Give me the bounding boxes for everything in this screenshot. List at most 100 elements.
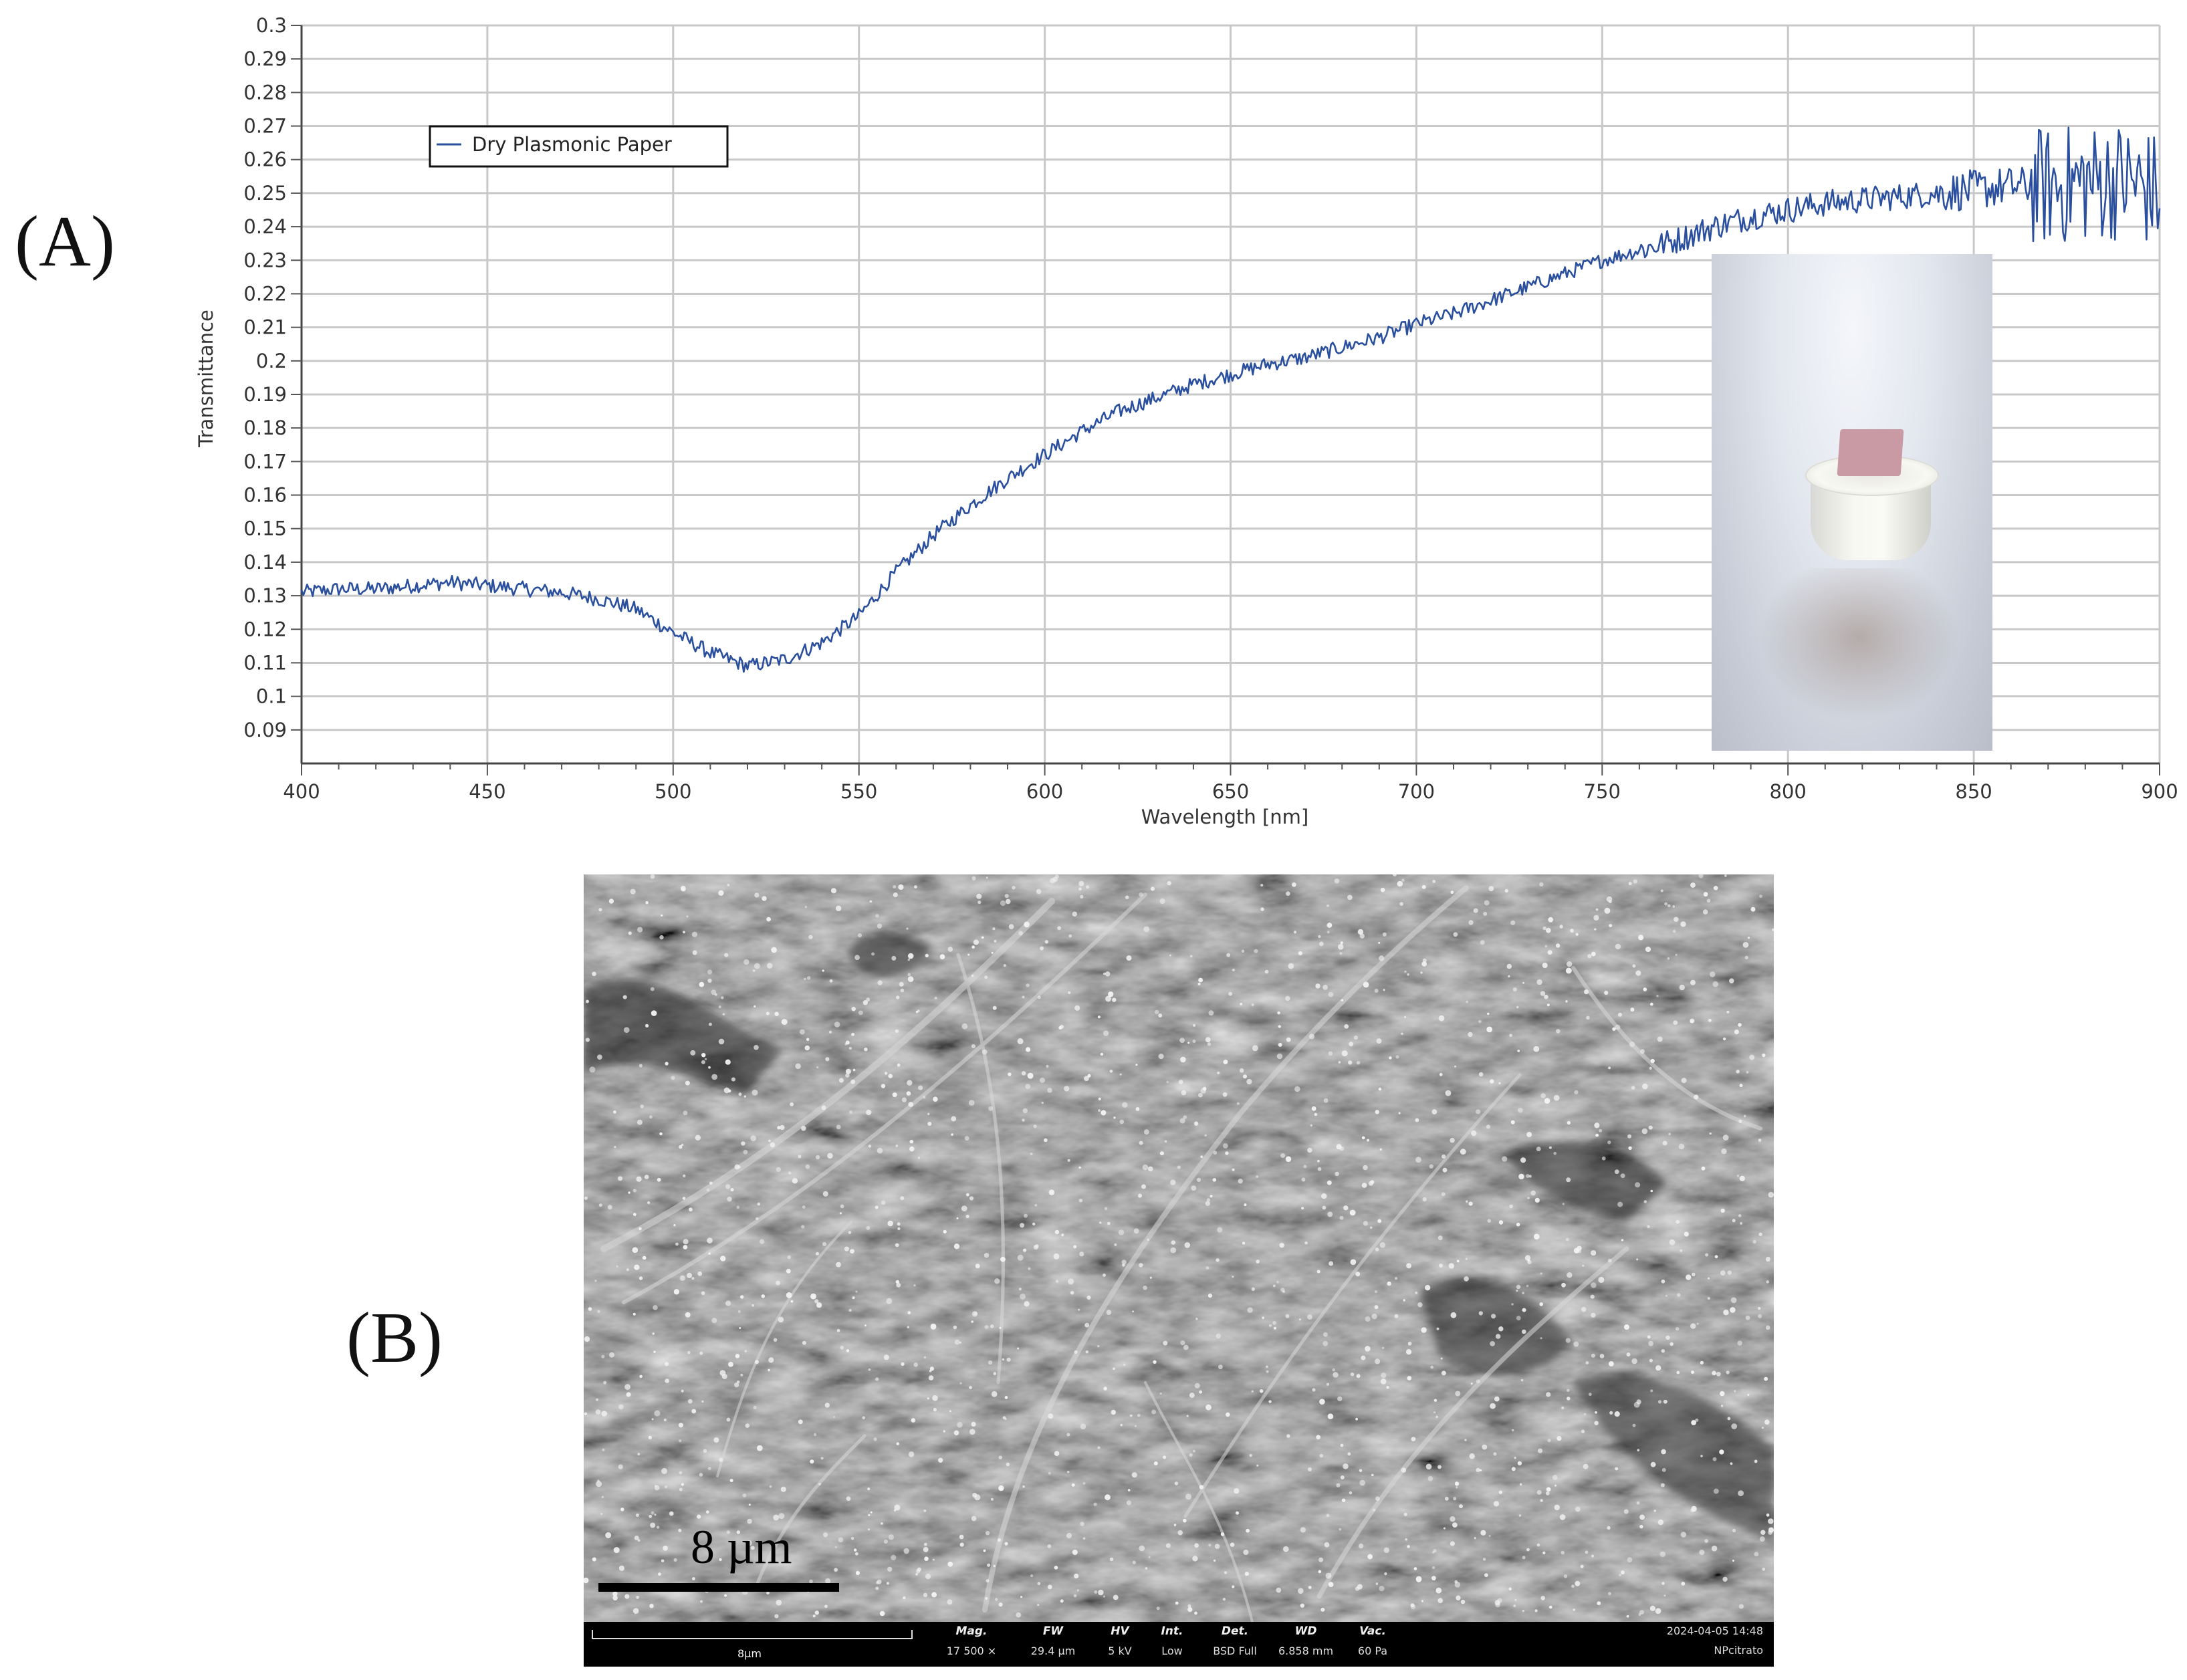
nanoparticle-dot xyxy=(1454,1582,1461,1588)
nanoparticle-dot xyxy=(1349,1491,1353,1495)
nanoparticle-dot xyxy=(1415,1157,1421,1163)
nanoparticle-dot xyxy=(1524,1255,1531,1261)
nanoparticle-dot xyxy=(969,1196,974,1201)
nanoparticle-dot xyxy=(614,1146,616,1149)
nanoparticle-dot xyxy=(1614,1411,1620,1417)
nanoparticle-dot xyxy=(1026,1047,1031,1052)
nanoparticle-dot xyxy=(1159,1393,1162,1395)
nanoparticle-dot xyxy=(1163,1340,1168,1346)
nanoparticle-dot xyxy=(924,1556,929,1561)
nanoparticle-dot xyxy=(868,1368,871,1371)
nanoparticle-dot xyxy=(806,1038,810,1041)
nanoparticle-dot xyxy=(938,1457,943,1463)
nanoparticle-dot xyxy=(1205,1037,1211,1043)
nanoparticle-dot xyxy=(849,1110,852,1114)
nanoparticle-dot xyxy=(845,1068,851,1074)
info-col-int: Int. Low xyxy=(1125,1625,1219,1657)
nanoparticle-dot xyxy=(1316,1270,1320,1274)
nanoparticle-dot xyxy=(1425,1285,1431,1291)
nanoparticle-dot xyxy=(1109,1557,1114,1562)
nanoparticle-dot xyxy=(1365,1316,1371,1322)
nanoparticle-dot xyxy=(1665,1335,1670,1340)
nanoparticle-dot xyxy=(1053,1253,1060,1259)
nanoparticle-dot xyxy=(1650,1058,1655,1064)
nanoparticle-dot xyxy=(584,1336,590,1342)
nanoparticle-dot xyxy=(1609,1411,1613,1415)
nanoparticle-dot xyxy=(1737,1340,1742,1346)
nanoparticle-dot xyxy=(1540,1272,1542,1275)
sem-scale-bar xyxy=(598,1583,839,1592)
info-fw-head: FW xyxy=(1042,1625,1064,1638)
nanoparticle-dot xyxy=(1047,1088,1052,1093)
nanoparticle-dot xyxy=(1192,1040,1196,1044)
nanoparticle-dot xyxy=(1720,1391,1725,1397)
nanoparticle-dot xyxy=(1575,1580,1581,1586)
nanoparticle-dot xyxy=(1542,1551,1546,1554)
nanoparticle-dot xyxy=(1244,1203,1247,1207)
nanoparticle-dot xyxy=(855,1570,860,1576)
nanoparticle-dot xyxy=(836,1328,840,1332)
y-tick-label: 0.27 xyxy=(243,115,287,138)
nanoparticle-dot xyxy=(767,963,773,969)
nanoparticle-dot xyxy=(701,1053,706,1058)
nanoparticle-dot xyxy=(743,959,750,965)
nanoparticle-dot xyxy=(869,900,873,903)
nanoparticle-dot xyxy=(1643,1200,1647,1203)
nanoparticle-dot xyxy=(707,1467,711,1471)
nanoparticle-dot xyxy=(897,1227,901,1231)
nanoparticle-dot xyxy=(1540,991,1546,996)
nanoparticle-dot xyxy=(1375,1247,1379,1251)
nanoparticle-dot xyxy=(1193,1449,1195,1453)
nanoparticle-dot xyxy=(825,1578,831,1584)
nanoparticle-dot xyxy=(1061,1233,1064,1237)
nanoparticle-dot xyxy=(742,1493,747,1497)
nanoparticle-dot xyxy=(1339,1215,1344,1220)
nanoparticle-dot xyxy=(1598,1276,1605,1283)
nanoparticle-dot xyxy=(1319,1453,1324,1458)
nanoparticle-dot xyxy=(1632,964,1636,968)
nanoparticle-dot xyxy=(669,1511,674,1516)
nanoparticle-dot xyxy=(1328,1582,1334,1587)
nanoparticle-dot xyxy=(1442,1154,1446,1159)
nanoparticle-dot xyxy=(953,1325,957,1330)
nanoparticle-dot xyxy=(1722,1134,1729,1141)
nanoparticle-dot xyxy=(1361,1136,1365,1140)
nanoparticle-dot xyxy=(1607,1526,1611,1530)
nanoparticle-dot xyxy=(700,1600,703,1603)
nanoparticle-dot xyxy=(1762,1567,1766,1571)
x-tick-label: 800 xyxy=(1770,780,1807,803)
nanoparticle-dot xyxy=(736,1381,740,1384)
nanoparticle-dot xyxy=(589,1066,596,1073)
nanoparticle-dot xyxy=(1546,1487,1551,1492)
nanoparticle-dot xyxy=(1180,1340,1185,1346)
nanoparticle-dot xyxy=(1286,1434,1290,1438)
nanoparticle-dot xyxy=(787,1255,792,1259)
nanoparticle-dot xyxy=(644,1175,649,1179)
nanoparticle-dot xyxy=(1401,878,1405,882)
nanoparticle-dot xyxy=(1506,963,1512,969)
nanoparticle-dot xyxy=(1540,1596,1545,1600)
nanoparticle-dot xyxy=(637,1453,641,1455)
nanoparticle-dot xyxy=(1018,931,1024,936)
nanoparticle-dot xyxy=(1163,1455,1167,1459)
info-int-head: Int. xyxy=(1161,1625,1183,1638)
nanoparticle-dot xyxy=(746,1540,752,1546)
nanoparticle-dot xyxy=(1668,1132,1671,1136)
nanoparticle-dot xyxy=(681,1483,685,1486)
nanoparticle-dot xyxy=(639,1374,643,1378)
nanoparticle-dot xyxy=(1350,1259,1357,1266)
nanoparticle-dot xyxy=(1730,1307,1736,1313)
nanoparticle-dot xyxy=(924,1542,927,1546)
nanoparticle-dot xyxy=(1020,1596,1023,1598)
nanoparticle-dot xyxy=(1581,1429,1585,1433)
nanoparticle-dot xyxy=(1037,995,1041,999)
nanoparticle-dot xyxy=(687,1350,691,1354)
nanoparticle-dot xyxy=(1327,931,1330,934)
nanoparticle-dot xyxy=(1466,1200,1468,1203)
nanoparticle-dot xyxy=(1037,1604,1040,1606)
nanoparticle-dot xyxy=(1040,1077,1045,1083)
nanoparticle-dot xyxy=(913,1284,916,1287)
nanoparticle-dot xyxy=(881,1200,886,1205)
nanoparticle-dot xyxy=(992,927,996,931)
nanoparticle-dot xyxy=(923,1592,928,1597)
